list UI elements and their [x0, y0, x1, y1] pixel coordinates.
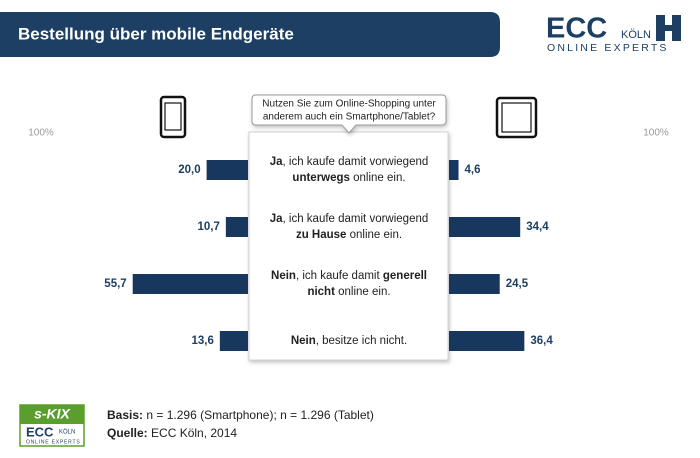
bar — [449, 217, 521, 237]
text-part: , ich kaufe damit — [296, 270, 383, 282]
bar — [449, 274, 500, 294]
smartphone-icon — [159, 95, 187, 139]
bar — [206, 160, 248, 180]
value-label: 36,4 — [530, 335, 553, 347]
rich-text: unterwegs online ein. — [292, 172, 405, 184]
text-part: online ein. — [335, 286, 391, 298]
value-label: 20,0 — [178, 164, 200, 176]
rich-text: zu Hause online ein. — [296, 229, 402, 241]
text-part: Ja — [270, 213, 283, 225]
badge — [19, 404, 85, 447]
value-label: 24,5 — [506, 278, 529, 290]
text-part: Quelle: — [107, 426, 148, 440]
x-tick-label: 100% — [28, 128, 54, 139]
bar — [449, 331, 525, 351]
x-tick-label: 100% — [643, 128, 669, 139]
rich-text: Nein, ich kaufe damit generell — [271, 270, 427, 282]
text-part: , ich kaufe damit vorwiegend — [283, 156, 429, 168]
question: anderem auch ein Smartphone/Tablet? — [263, 112, 436, 123]
text-part: n = 1.296 (Smartphone); n = 1.296 (Table… — [143, 408, 374, 422]
question: Nutzen Sie zum Online-Shopping unter — [262, 99, 436, 110]
text-part: online ein. — [350, 172, 406, 184]
logo-name: ECC — [546, 13, 607, 45]
text-part: generell — [383, 270, 427, 282]
text-part: unterwegs — [292, 172, 350, 184]
text-part: , besitze ich nicht. — [316, 335, 407, 347]
rich-text: nicht online ein. — [307, 286, 390, 298]
bar — [219, 331, 248, 351]
rich-text: Quelle: ECC Köln, 2014 — [107, 426, 237, 440]
text-part: zu Hause — [296, 229, 347, 241]
text-part: Nein — [271, 270, 296, 282]
rich-text: Nein, besitze ich nicht. — [291, 335, 407, 347]
value-label: 4,6 — [465, 164, 481, 176]
logo-icon — [656, 15, 681, 41]
logo-sub: KÖLN — [621, 29, 651, 41]
badge-name: ECC — [26, 424, 54, 439]
text-part: ECC Köln, 2014 — [148, 426, 238, 440]
tablet-icon — [495, 96, 538, 139]
rich-text: Ja, ich kaufe damit vorwiegend — [270, 213, 429, 225]
text-part: , ich kaufe damit vorwiegend — [283, 213, 429, 225]
bar — [132, 274, 248, 294]
badge-sub: KÖLN — [59, 429, 75, 436]
text-part: nicht — [307, 286, 335, 298]
text-part: online ein. — [346, 229, 402, 241]
rich-text: Basis: n = 1.296 (Smartphone); n = 1.296… — [107, 408, 374, 422]
value-label: 55,7 — [104, 278, 126, 290]
value-label: 34,4 — [526, 221, 549, 233]
header-bar — [0, 12, 500, 57]
badge-tagline: ONLINE EXPERTS — [26, 439, 80, 445]
logo-tagline: ONLINE EXPERTS — [547, 42, 669, 54]
bar — [449, 160, 459, 180]
badge-title: s-KIX — [34, 406, 71, 422]
value-label: 10,7 — [197, 221, 219, 233]
bar — [225, 217, 248, 237]
category-box — [248, 131, 449, 361]
rich-text: Ja, ich kaufe damit vorwiegend — [270, 156, 429, 168]
text-part: Basis: — [107, 408, 143, 422]
text-part: Nein — [291, 335, 316, 347]
question-callout — [251, 94, 447, 134]
text-part: Ja — [270, 156, 283, 168]
value-label: 13,6 — [191, 335, 213, 347]
title: Bestellung über mobile Endgeräte — [18, 24, 294, 43]
